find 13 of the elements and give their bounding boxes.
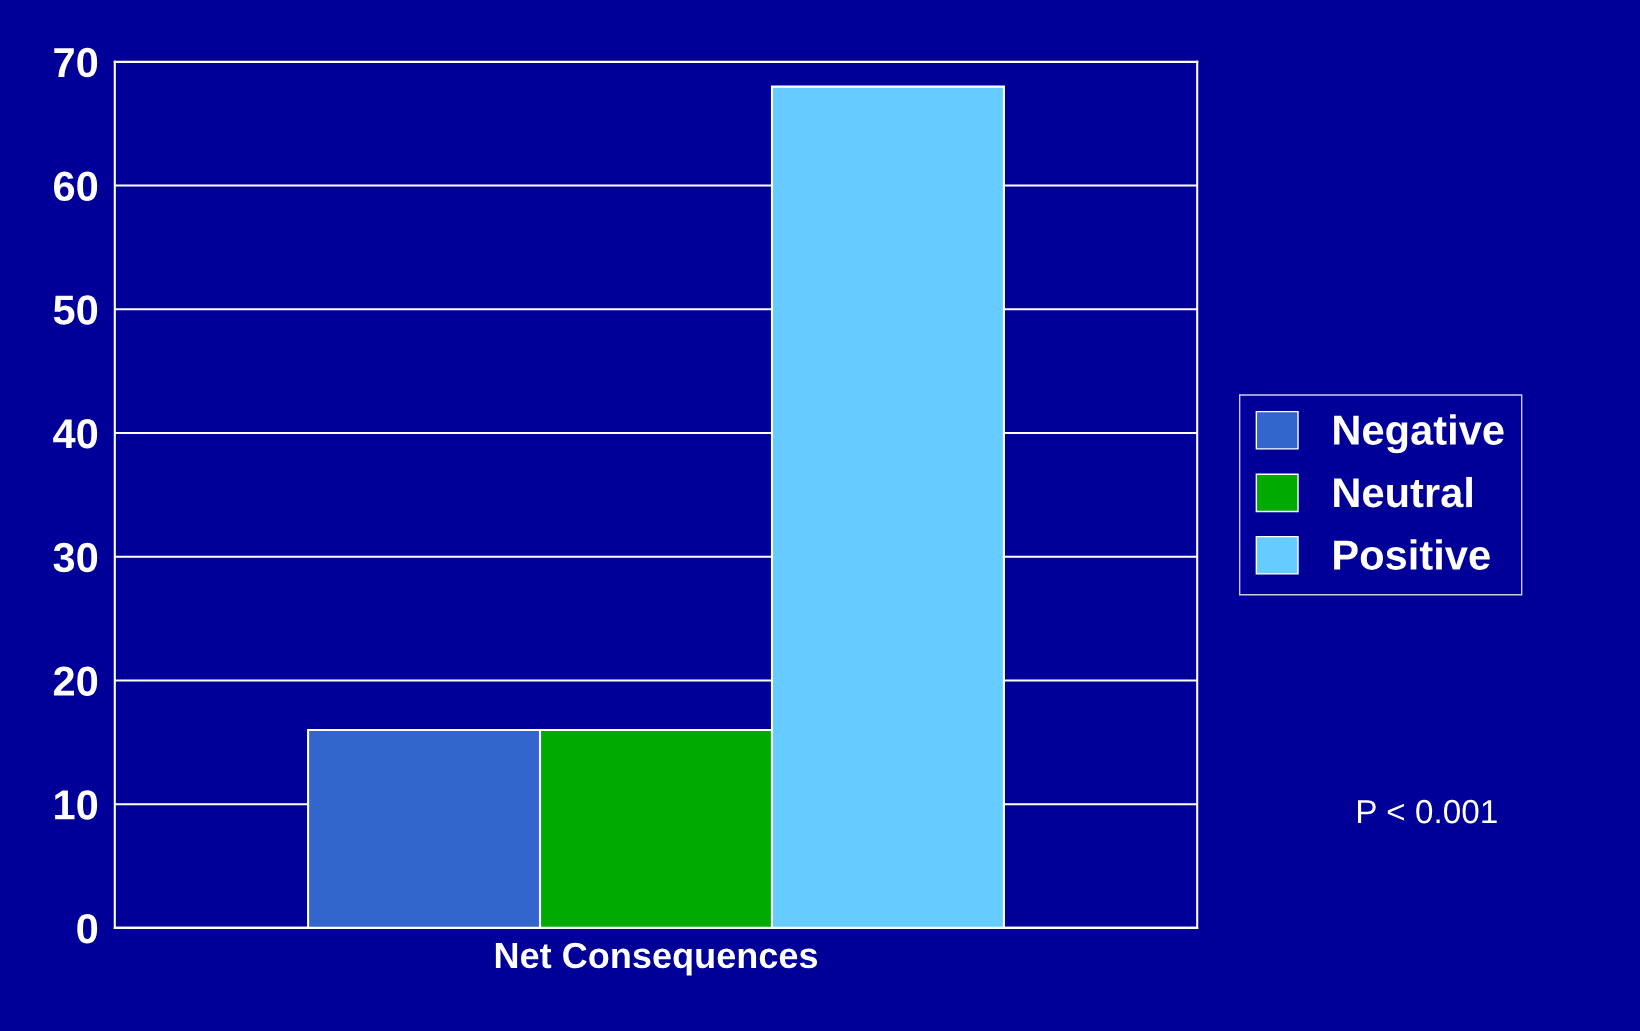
- legend-label: Neutral: [1334, 476, 1472, 508]
- x-tick-label: Net Consequences: [495, 942, 818, 976]
- y-tick-label: 70: [54, 47, 98, 78]
- y-tick-label: 10: [55, 790, 98, 820]
- legend-label: Positive: [1334, 539, 1490, 570]
- legend-label: Negative: [1334, 414, 1504, 454]
- y-tick-label: 0: [77, 913, 98, 944]
- y-tick-label: 60: [54, 171, 98, 202]
- y-tick-label: 40: [53, 419, 98, 449]
- y-tick-label: 50: [53, 295, 98, 325]
- y-tick-label: 30: [53, 542, 98, 573]
- text: P < 0.001: [1358, 799, 1497, 824]
- y-tick-label: 20: [53, 666, 98, 696]
